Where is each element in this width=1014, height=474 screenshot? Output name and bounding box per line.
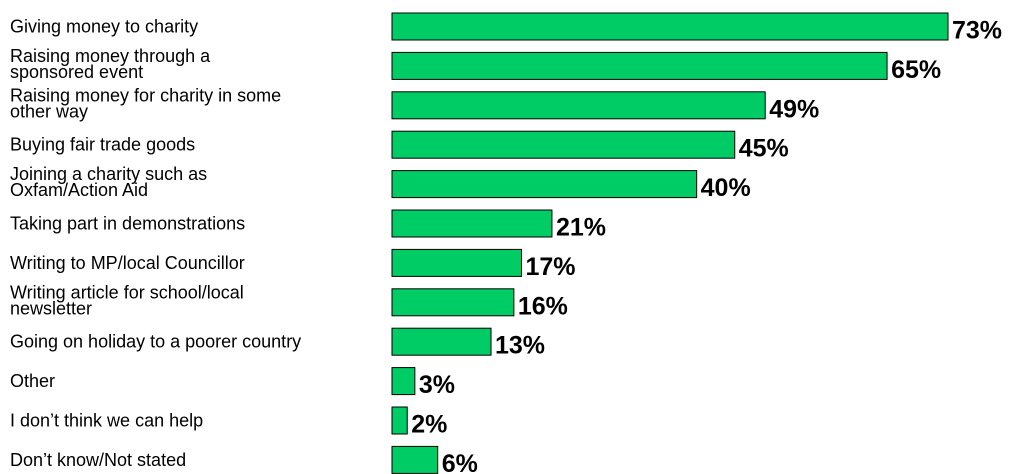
value-label-4: 45%	[739, 135, 789, 163]
value-label-1: 73%	[952, 17, 1002, 45]
category-labels: Giving money to charity Raising money thr…	[10, 17, 301, 470]
category-label-2: Raising money through a sponsored event	[10, 46, 211, 82]
bar-6	[391, 209, 553, 238]
category-label-line: I don’t think we can help	[10, 411, 203, 431]
category-label-3: Raising money for charity in some other w…	[10, 85, 281, 121]
bar-5	[391, 170, 698, 199]
category-label-line: other way	[10, 101, 88, 121]
category-label-line: Giving money to charity	[10, 17, 198, 37]
bar-10	[391, 367, 416, 396]
bars	[391, 12, 949, 474]
category-label-line: Taking part in demonstrations	[10, 214, 245, 234]
category-label-12: Don’t know/Not stated	[10, 450, 186, 470]
category-label-line: Joining a charity such as	[10, 164, 207, 184]
bar-8	[391, 288, 515, 317]
bar-12	[391, 445, 439, 474]
value-label-8: 16%	[518, 292, 568, 320]
value-label-12: 6%	[442, 450, 478, 474]
category-label-10: Other	[10, 371, 55, 391]
category-label-line: newsletter	[10, 298, 92, 318]
category-label-line: Don’t know/Not stated	[10, 450, 186, 470]
category-label-4: Buying fair trade goods	[10, 135, 195, 155]
category-label-line: Buying fair trade goods	[10, 135, 195, 155]
category-label-line: Other	[10, 371, 55, 391]
value-label-5: 40%	[701, 174, 751, 202]
bar-2	[391, 51, 888, 80]
value-label-2: 65%	[891, 56, 941, 84]
category-label-7: Writing to MP/local Councillor	[10, 253, 245, 273]
bar-11	[391, 406, 408, 435]
value-labels: 73% 65% 49% 45% 40% 21% 17% 16% 13% 3% 2% 6%	[411, 17, 1002, 474]
bar-7	[391, 248, 522, 277]
category-label-8: Writing article for school/local newslett…	[10, 282, 244, 318]
category-label-line: Going on holiday to a poorer country	[10, 332, 301, 352]
category-label-line: Oxfam/Action Aid	[10, 180, 148, 200]
category-label-line: Raising money for charity in some	[10, 85, 281, 105]
value-label-9: 13%	[495, 332, 545, 360]
category-label-6: Taking part in demonstrations	[10, 214, 245, 234]
bar-9	[391, 327, 492, 356]
category-label-line: Raising money through a	[10, 46, 211, 66]
category-label-line: Writing article for school/local	[10, 282, 244, 302]
category-label-line: sponsored event	[10, 62, 143, 82]
category-label-11: I don’t think we can help	[10, 411, 203, 431]
bar-1	[391, 12, 949, 41]
value-label-10: 3%	[419, 371, 455, 399]
bar-4	[391, 130, 736, 159]
value-label-11: 2%	[411, 411, 447, 439]
value-label-7: 17%	[525, 253, 575, 281]
value-label-3: 49%	[769, 95, 819, 123]
bar-3	[391, 91, 766, 120]
value-label-6: 21%	[556, 214, 606, 242]
category-label-5: Joining a charity such as Oxfam/Action Ai…	[10, 164, 207, 200]
category-label-9: Going on holiday to a poorer country	[10, 332, 301, 352]
category-label-1: Giving money to charity	[10, 17, 198, 37]
category-label-line: Writing to MP/local Councillor	[10, 253, 245, 273]
